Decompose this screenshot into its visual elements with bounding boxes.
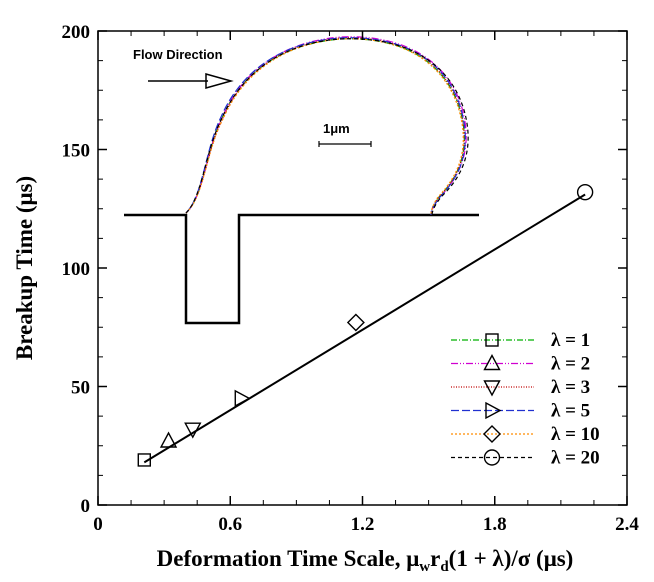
channel-outline — [124, 213, 479, 325]
legend-marker-square — [485, 333, 499, 347]
legend-marker-triangle-right — [485, 401, 502, 420]
x-axis-title-subscript: w — [419, 559, 430, 575]
y-tick-label: 100 — [62, 259, 91, 280]
x-tick-label: 1.2 — [351, 514, 375, 535]
plot-frame — [97, 30, 628, 506]
legend-label: λ = 10 — [551, 424, 600, 445]
data-point-triangle-down — [184, 422, 202, 439]
flow-direction-label: Flow Direction — [133, 47, 223, 62]
x-tick-label: 2.4 — [615, 514, 639, 535]
data-point-square — [137, 453, 151, 467]
x-axis-title-part: (1 + λ)/σ (μs) — [449, 546, 574, 571]
legend-label: λ = 2 — [551, 354, 590, 375]
x-tick-label: 0 — [93, 514, 103, 535]
legend-marker-triangle-down — [483, 380, 501, 397]
x-axis-title: Deformation Time Scale, μwrd(1 + λ)/σ (μ… — [157, 546, 574, 575]
legend-marker-circle — [483, 449, 501, 466]
x-tick-label: 0.6 — [218, 514, 242, 535]
legend-label: λ = 3 — [551, 377, 590, 398]
linear-fit-line — [143, 193, 586, 464]
y-tick-label: 200 — [62, 22, 91, 43]
plot-area — [137, 183, 594, 467]
x-axis-title-part: Deformation Time Scale, μ — [157, 546, 420, 571]
legend-label: λ = 5 — [551, 401, 590, 422]
data-point-triangle-right — [234, 389, 251, 408]
droplet-profile-lambda-20 — [185, 38, 469, 216]
legend-marker-triangle-up — [483, 354, 501, 371]
scale-bar — [318, 141, 372, 147]
data-point-diamond — [346, 313, 365, 332]
flow-direction-arrow-icon — [148, 73, 234, 89]
legend-label: λ = 20 — [551, 448, 600, 469]
droplet-profile-lambda-5 — [185, 37, 466, 216]
legend: λ = 1 λ = 2λ = 3 λ = 5λ = 10 λ = 20 — [451, 330, 600, 469]
data-point-circle — [576, 183, 594, 201]
scale-bar-label: 1μm — [323, 121, 350, 136]
legend-marker-diamond — [483, 425, 501, 443]
legend-label: λ = 1 — [551, 330, 590, 351]
droplet-profiles — [185, 36, 469, 216]
x-tick-label: 1.8 — [483, 514, 507, 535]
x-axis-title-part: r — [430, 546, 440, 571]
y-tick-label: 150 — [62, 141, 91, 162]
data-point-triangle-up — [159, 431, 178, 448]
y-tick-label: 0 — [81, 496, 91, 517]
droplet-inset: Flow Direction 1μm — [124, 36, 479, 325]
x-axis-title-subscript: d — [440, 559, 449, 575]
plot-axes: 0 0.6 1.2 1.8 2.4 0 50 100 150 200 Deformation Tim… — [12, 22, 639, 575]
y-axis-title: Breakup Time (μs) — [12, 176, 37, 360]
y-tick-label: 50 — [71, 378, 90, 399]
